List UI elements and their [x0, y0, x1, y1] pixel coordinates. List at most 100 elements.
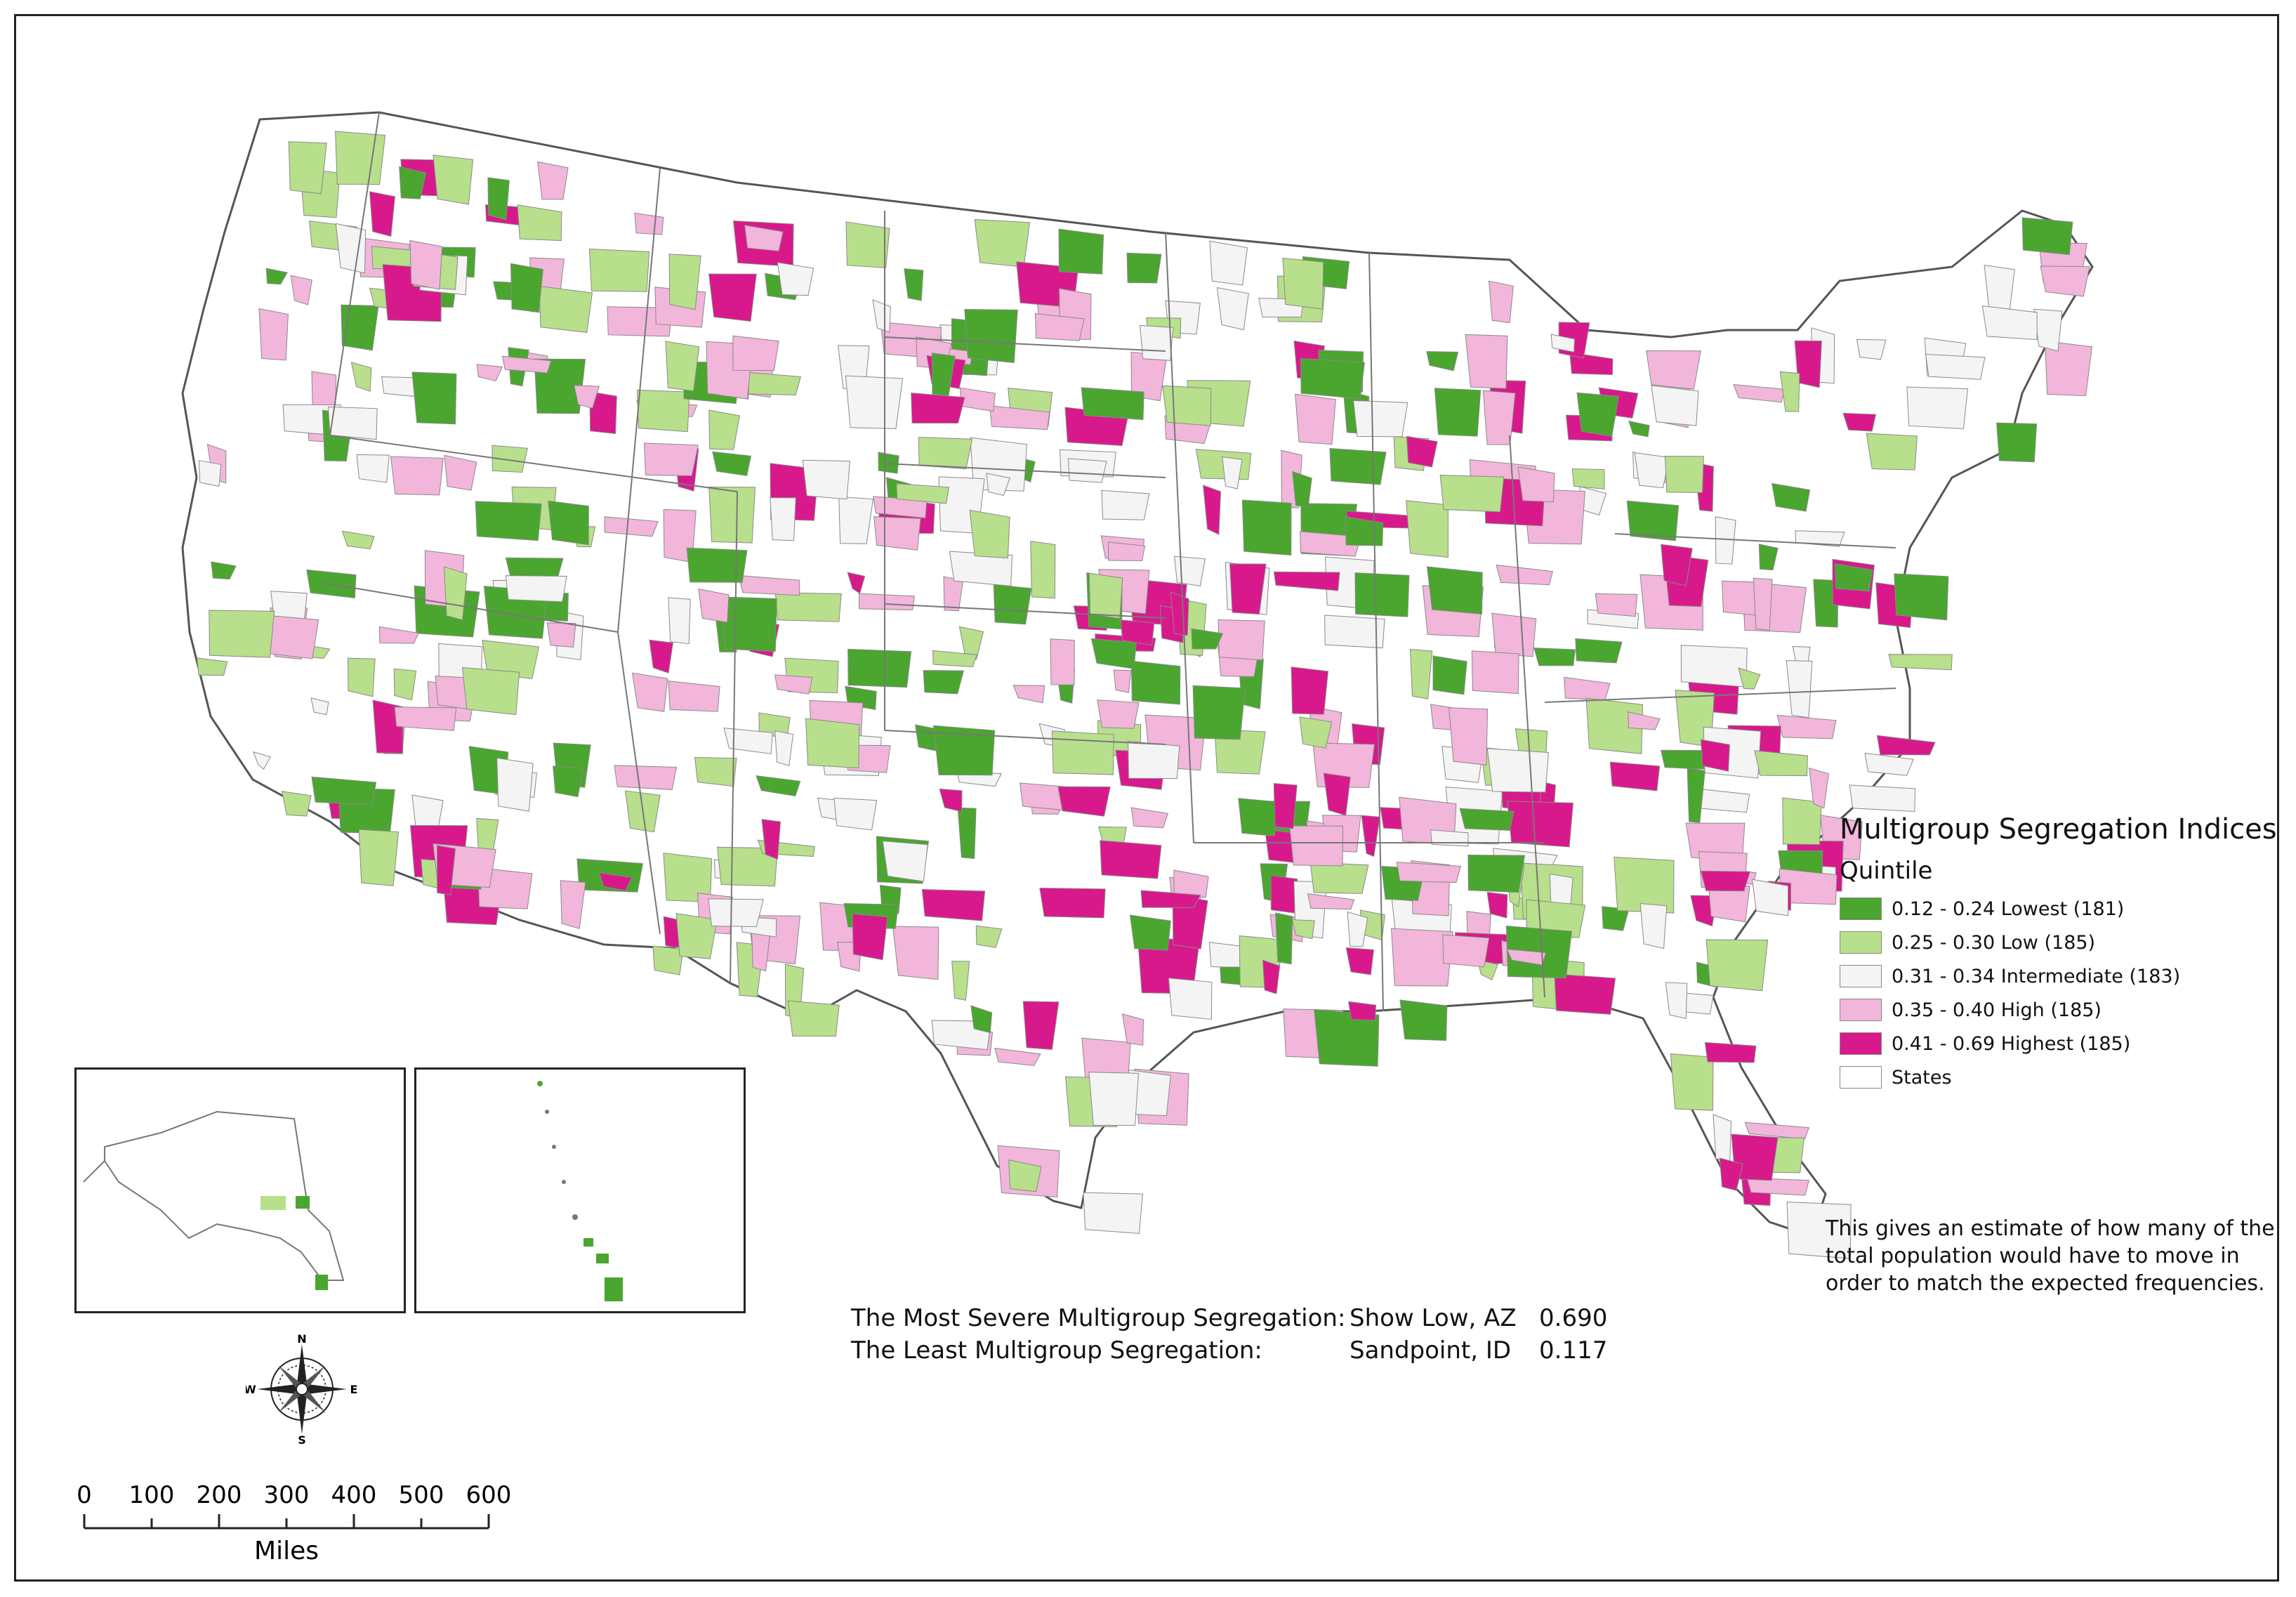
metro-area	[833, 797, 878, 831]
metro-area	[560, 880, 586, 929]
legend-title: Multigroup Segregation Indices	[1840, 813, 2277, 846]
legend-label: 0.35 - 0.40 High (185)	[1892, 999, 2102, 1021]
metro-area	[1100, 840, 1162, 879]
metro-area	[1128, 740, 1180, 780]
metro-area	[774, 730, 794, 766]
scale-tick-label: 100	[129, 1481, 175, 1509]
metro-area	[1140, 890, 1201, 908]
metro-area	[1229, 563, 1267, 615]
metro-area	[1704, 1041, 1757, 1063]
metro-area	[1533, 648, 1576, 666]
metro-area	[636, 389, 690, 433]
metro-area	[258, 308, 289, 361]
metro-area	[356, 454, 390, 483]
legend-subtitle: Quintile	[1840, 857, 1933, 885]
metro-area	[1275, 912, 1293, 965]
metro-area	[993, 584, 1032, 625]
metro-area	[720, 596, 777, 652]
metro-area	[1842, 412, 1877, 432]
metro-area	[341, 304, 379, 351]
metro-area	[197, 657, 228, 676]
metro-area	[482, 640, 540, 679]
metro-area	[553, 765, 583, 798]
metro-area	[1664, 456, 1704, 493]
metro-area	[546, 622, 576, 648]
metro-area	[539, 285, 593, 333]
metro-area	[1575, 638, 1623, 664]
metro-area	[1090, 638, 1137, 669]
metro-area	[1715, 516, 1736, 565]
metro-area	[1108, 541, 1146, 562]
scale-tick-label: 200	[197, 1481, 242, 1509]
metro-area	[1809, 767, 1829, 809]
metro-area	[994, 1047, 1041, 1066]
metro-area	[904, 268, 924, 301]
metro-area	[1273, 783, 1298, 829]
legend-swatch	[1840, 1032, 1882, 1055]
metro-area	[1651, 385, 1699, 426]
metro-area	[475, 501, 542, 541]
legend-item: 0.25 - 0.30 Low (185)	[1840, 926, 2289, 959]
metro-area	[1222, 456, 1243, 489]
metro-area	[1162, 385, 1212, 426]
metro-area	[675, 913, 718, 959]
metro-area	[1701, 739, 1730, 772]
metro-area	[476, 364, 503, 382]
metro-area	[1700, 870, 1751, 892]
metro-area	[1329, 447, 1387, 485]
metro-area	[1434, 388, 1482, 437]
metro-area	[1050, 638, 1075, 685]
metro-area	[643, 442, 699, 477]
metro-area	[288, 141, 327, 195]
metro-area	[1051, 730, 1114, 775]
metro-area	[1035, 313, 1085, 341]
legend-label: 0.25 - 0.30 Low (185)	[1892, 931, 2096, 954]
legend-swatch	[1840, 999, 1882, 1021]
metro-area	[970, 1005, 993, 1034]
metro-area	[896, 483, 950, 504]
metro-area	[1273, 571, 1340, 591]
metro-area	[1894, 573, 1949, 621]
metro-area	[393, 668, 417, 701]
metro-area	[505, 575, 567, 603]
metro-area	[723, 728, 773, 754]
metro-area	[1262, 959, 1281, 994]
compass-n: N	[297, 1333, 306, 1346]
scale-tick-label: 600	[466, 1481, 512, 1509]
metro-area	[1746, 1177, 1809, 1196]
metro-area	[1753, 577, 1773, 631]
metro-area	[1216, 287, 1249, 331]
metro-area	[1039, 887, 1106, 919]
metro-area	[668, 597, 691, 645]
metro-area	[1680, 645, 1748, 688]
metro-area	[1526, 899, 1586, 938]
metro-area	[1786, 660, 1813, 718]
metro-area	[1101, 489, 1150, 520]
metro-area	[444, 454, 477, 491]
metro-area	[1409, 649, 1433, 699]
metro-area	[1291, 666, 1329, 715]
legend-label: 0.12 - 0.24 Lowest (181)	[1892, 898, 2125, 920]
metro-area	[1705, 939, 1769, 992]
metro-area	[1168, 978, 1213, 1020]
metro-area	[1996, 422, 2038, 463]
metro-area	[847, 648, 912, 688]
metro-area	[394, 707, 457, 731]
legend-swatch	[1840, 965, 1882, 987]
metro-area	[1713, 1114, 1732, 1162]
metro-area	[694, 757, 737, 787]
metro-area	[989, 405, 1050, 431]
metro-area	[1067, 458, 1107, 483]
metro-area	[1432, 655, 1467, 695]
metro-area	[491, 445, 528, 473]
metro-area	[1576, 392, 1619, 437]
metro-area	[1126, 252, 1162, 284]
metro-area	[1352, 400, 1408, 438]
metro-area	[1465, 334, 1508, 389]
metro-area	[975, 925, 1003, 948]
metro-area	[957, 807, 977, 860]
metro-area	[1081, 387, 1144, 421]
metro-area	[1057, 786, 1111, 817]
metro-area	[878, 452, 899, 474]
metro-area	[634, 212, 664, 235]
